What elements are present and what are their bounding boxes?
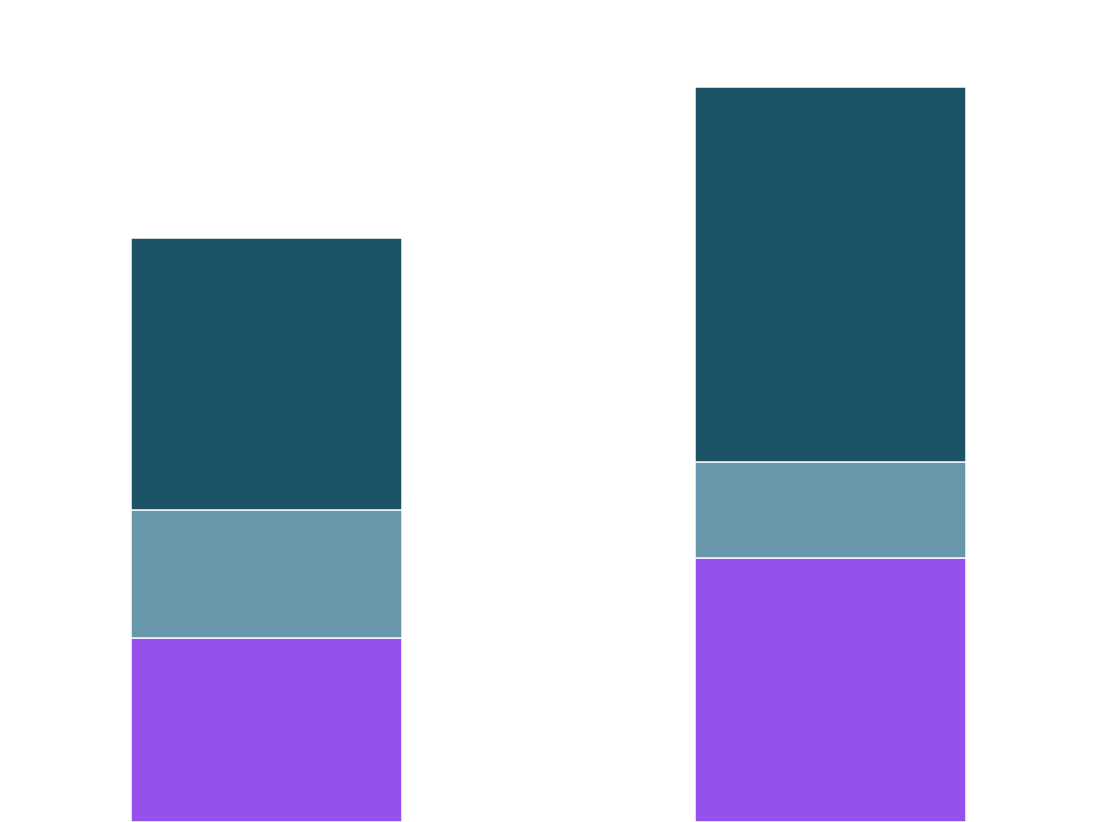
- bar-1-segment-3: [130, 237, 403, 511]
- bar-1-segment-2: [130, 509, 403, 639]
- bar-2-segment-1: [694, 557, 967, 822]
- bar-1-segment-1: [130, 637, 403, 822]
- bar-2-segment-2: [694, 461, 967, 559]
- bar-2-segment-3: [694, 86, 967, 463]
